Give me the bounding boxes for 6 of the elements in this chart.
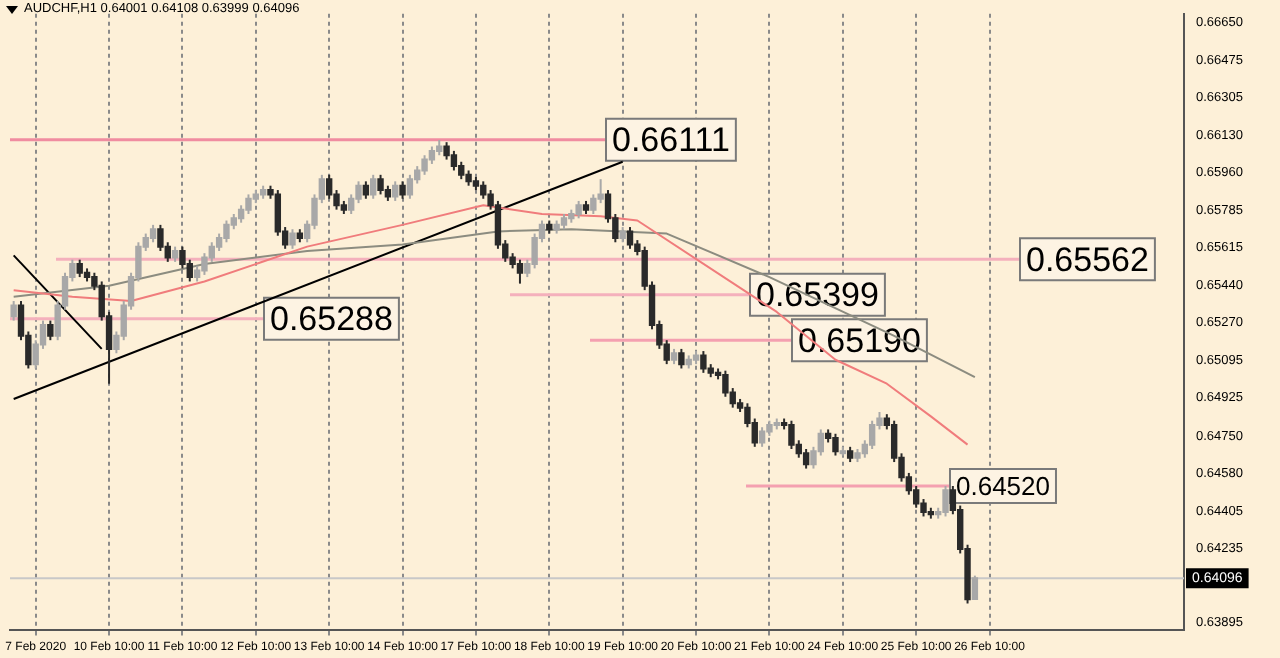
ref-line-label: 0.65399 xyxy=(756,276,879,315)
ref-line-label: 0.65562 xyxy=(1026,240,1149,279)
ref-line-label: 0.64520 xyxy=(956,471,1050,502)
ref-line-label: 0.65190 xyxy=(798,321,921,360)
ref-line-label: 0.66111 xyxy=(612,121,730,160)
ref-line-label: 0.65288 xyxy=(270,300,393,339)
